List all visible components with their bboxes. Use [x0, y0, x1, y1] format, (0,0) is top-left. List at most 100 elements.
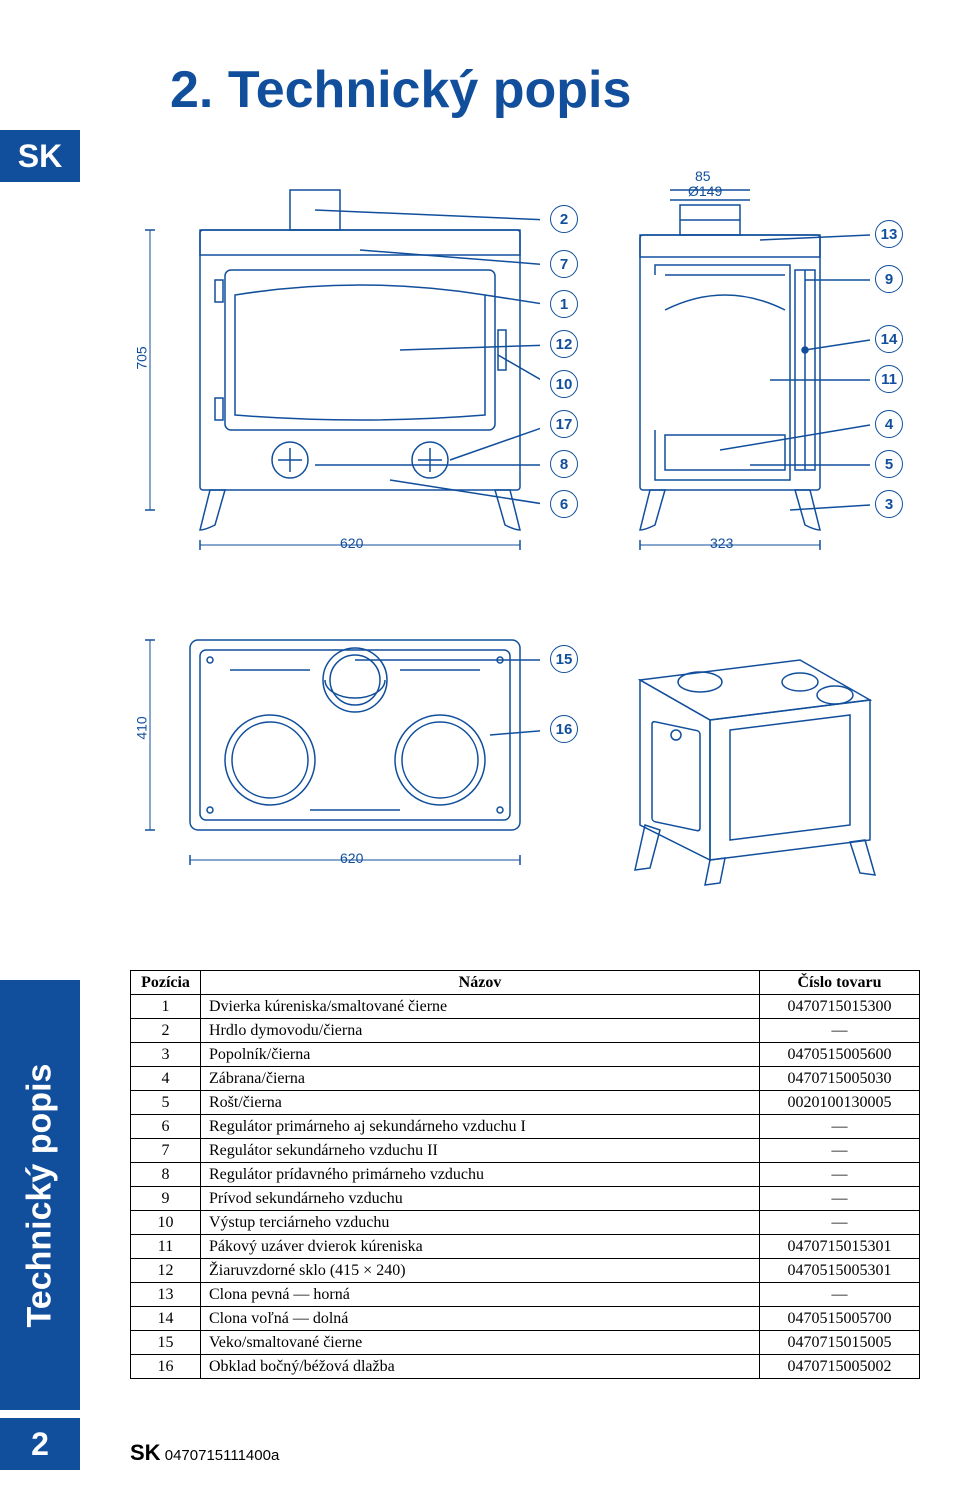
- cell-pos: 7: [131, 1139, 201, 1163]
- cell-name: Výstup terciárneho vzduchu: [201, 1211, 760, 1235]
- callout-7: 7: [550, 250, 578, 278]
- callout-9: 9: [875, 265, 903, 293]
- table-row: 4Zábrana/čierna0470715005030: [131, 1067, 920, 1091]
- cell-num: 0470715015301: [760, 1235, 920, 1259]
- footer-lang: SK: [130, 1440, 161, 1465]
- callout-6: 6: [550, 490, 578, 518]
- dim-height-front: 705: [134, 346, 150, 369]
- footer-code: 0470715111400a: [165, 1447, 280, 1464]
- callout-13: 13: [875, 220, 903, 248]
- cell-pos: 9: [131, 1187, 201, 1211]
- cell-name: Žiaruvzdorné sklo (415 × 240): [201, 1259, 760, 1283]
- table-row: 15Veko/smaltované čierne0470715015005: [131, 1331, 920, 1355]
- cell-pos: 5: [131, 1091, 201, 1115]
- cell-num: —: [760, 1139, 920, 1163]
- table-row: 11Pákový uzáver dvierok kúreniska0470715…: [131, 1235, 920, 1259]
- callout-4: 4: [875, 410, 903, 438]
- callout-1: 1: [550, 290, 578, 318]
- cell-name: Hrdlo dymovodu/čierna: [201, 1019, 760, 1043]
- callout-10: 10: [550, 370, 578, 398]
- callout-2: 2: [550, 205, 578, 233]
- dim-depth-side: 323: [710, 535, 733, 551]
- callout-16: 16: [550, 715, 578, 743]
- th-position: Pozícia: [131, 971, 201, 995]
- table-header-row: Pozícia Názov Číslo tovaru: [131, 971, 920, 995]
- cell-name: Obklad bočný/béžová dlažba: [201, 1355, 760, 1379]
- page-number-tab: 2: [0, 1418, 80, 1470]
- cell-pos: 2: [131, 1019, 201, 1043]
- cell-pos: 14: [131, 1307, 201, 1331]
- cell-name: Dvierka kúreniska/smaltované čierne: [201, 995, 760, 1019]
- dim-flue-dia: Ø149: [688, 183, 722, 199]
- callout-5: 5: [875, 450, 903, 478]
- table-row: 7Regulátor sekundárneho vzduchu II—: [131, 1139, 920, 1163]
- cell-pos: 13: [131, 1283, 201, 1307]
- technical-diagram: 705 620 323 410 620 85 Ø149 2 7 1 12 10 …: [130, 150, 910, 950]
- cell-num: 0470515005600: [760, 1043, 920, 1067]
- cell-pos: 8: [131, 1163, 201, 1187]
- cell-name: Rošt/čierna: [201, 1091, 760, 1115]
- cell-name: Regulátor prídavného primárneho vzduchu: [201, 1163, 760, 1187]
- cell-num: —: [760, 1283, 920, 1307]
- callout-15: 15: [550, 645, 578, 673]
- page-title: 2. Technický popis: [170, 60, 631, 120]
- dim-width-front: 620: [340, 535, 363, 551]
- cell-pos: 1: [131, 995, 201, 1019]
- table-row: 1Dvierka kúreniska/smaltované čierne0470…: [131, 995, 920, 1019]
- cell-num: —: [760, 1019, 920, 1043]
- section-tab: Technický popis: [0, 980, 80, 1410]
- th-number: Číslo tovaru: [760, 971, 920, 995]
- table-row: 14Clona voľná — dolná0470515005700: [131, 1307, 920, 1331]
- cell-name: Pákový uzáver dvierok kúreniska: [201, 1235, 760, 1259]
- table-row: 3Popolník/čierna0470515005600: [131, 1043, 920, 1067]
- cell-name: Zábrana/čierna: [201, 1067, 760, 1091]
- dim-width-top: 620: [340, 850, 363, 866]
- table-row: 8Regulátor prídavného primárneho vzduchu…: [131, 1163, 920, 1187]
- language-tab: SK: [0, 130, 80, 182]
- cell-pos: 12: [131, 1259, 201, 1283]
- table-row: 2Hrdlo dymovodu/čierna—: [131, 1019, 920, 1043]
- cell-num: 0470715015300: [760, 995, 920, 1019]
- cell-name: Clona voľná — dolná: [201, 1307, 760, 1331]
- cell-num: —: [760, 1187, 920, 1211]
- th-name: Názov: [201, 971, 760, 995]
- table-row: 10Výstup terciárneho vzduchu—: [131, 1211, 920, 1235]
- callout-3: 3: [875, 490, 903, 518]
- cell-name: Popolník/čierna: [201, 1043, 760, 1067]
- cell-name: Prívod sekundárneho vzduchu: [201, 1187, 760, 1211]
- cell-num: 0470515005700: [760, 1307, 920, 1331]
- cell-num: 0470715015005: [760, 1331, 920, 1355]
- dim-height-top: 410: [134, 716, 150, 739]
- cell-name: Clona pevná — horná: [201, 1283, 760, 1307]
- callout-11: 11: [875, 365, 903, 393]
- table-row: 5Rošt/čierna0020100130005: [131, 1091, 920, 1115]
- page-footer: SK 0470715111400a: [130, 1440, 279, 1466]
- table-row: 16Obklad bočný/béžová dlažba047071500500…: [131, 1355, 920, 1379]
- cell-num: 0470715005030: [760, 1067, 920, 1091]
- cell-name: Regulátor primárneho aj sekundárneho vzd…: [201, 1115, 760, 1139]
- parts-table: Pozícia Názov Číslo tovaru 1Dvierka kúre…: [130, 970, 920, 1379]
- callout-12: 12: [550, 330, 578, 358]
- cell-pos: 15: [131, 1331, 201, 1355]
- cell-num: —: [760, 1163, 920, 1187]
- cell-pos: 3: [131, 1043, 201, 1067]
- cell-num: —: [760, 1211, 920, 1235]
- cell-num: 0470515005301: [760, 1259, 920, 1283]
- cell-pos: 16: [131, 1355, 201, 1379]
- callout-17: 17: [550, 410, 578, 438]
- table-row: 9Prívod sekundárneho vzduchu—: [131, 1187, 920, 1211]
- table-row: 13Clona pevná — horná—: [131, 1283, 920, 1307]
- table-row: 6Regulátor primárneho aj sekundárneho vz…: [131, 1115, 920, 1139]
- cell-pos: 10: [131, 1211, 201, 1235]
- cell-pos: 6: [131, 1115, 201, 1139]
- callout-8: 8: [550, 450, 578, 478]
- cell-pos: 4: [131, 1067, 201, 1091]
- cell-pos: 11: [131, 1235, 201, 1259]
- callout-14: 14: [875, 325, 903, 353]
- section-tab-label: Technický popis: [21, 1063, 60, 1327]
- cell-name: Regulátor sekundárneho vzduchu II: [201, 1139, 760, 1163]
- cell-num: 0470715005002: [760, 1355, 920, 1379]
- table-row: 12Žiaruvzdorné sklo (415 × 240)047051500…: [131, 1259, 920, 1283]
- cell-num: 0020100130005: [760, 1091, 920, 1115]
- cell-name: Veko/smaltované čierne: [201, 1331, 760, 1355]
